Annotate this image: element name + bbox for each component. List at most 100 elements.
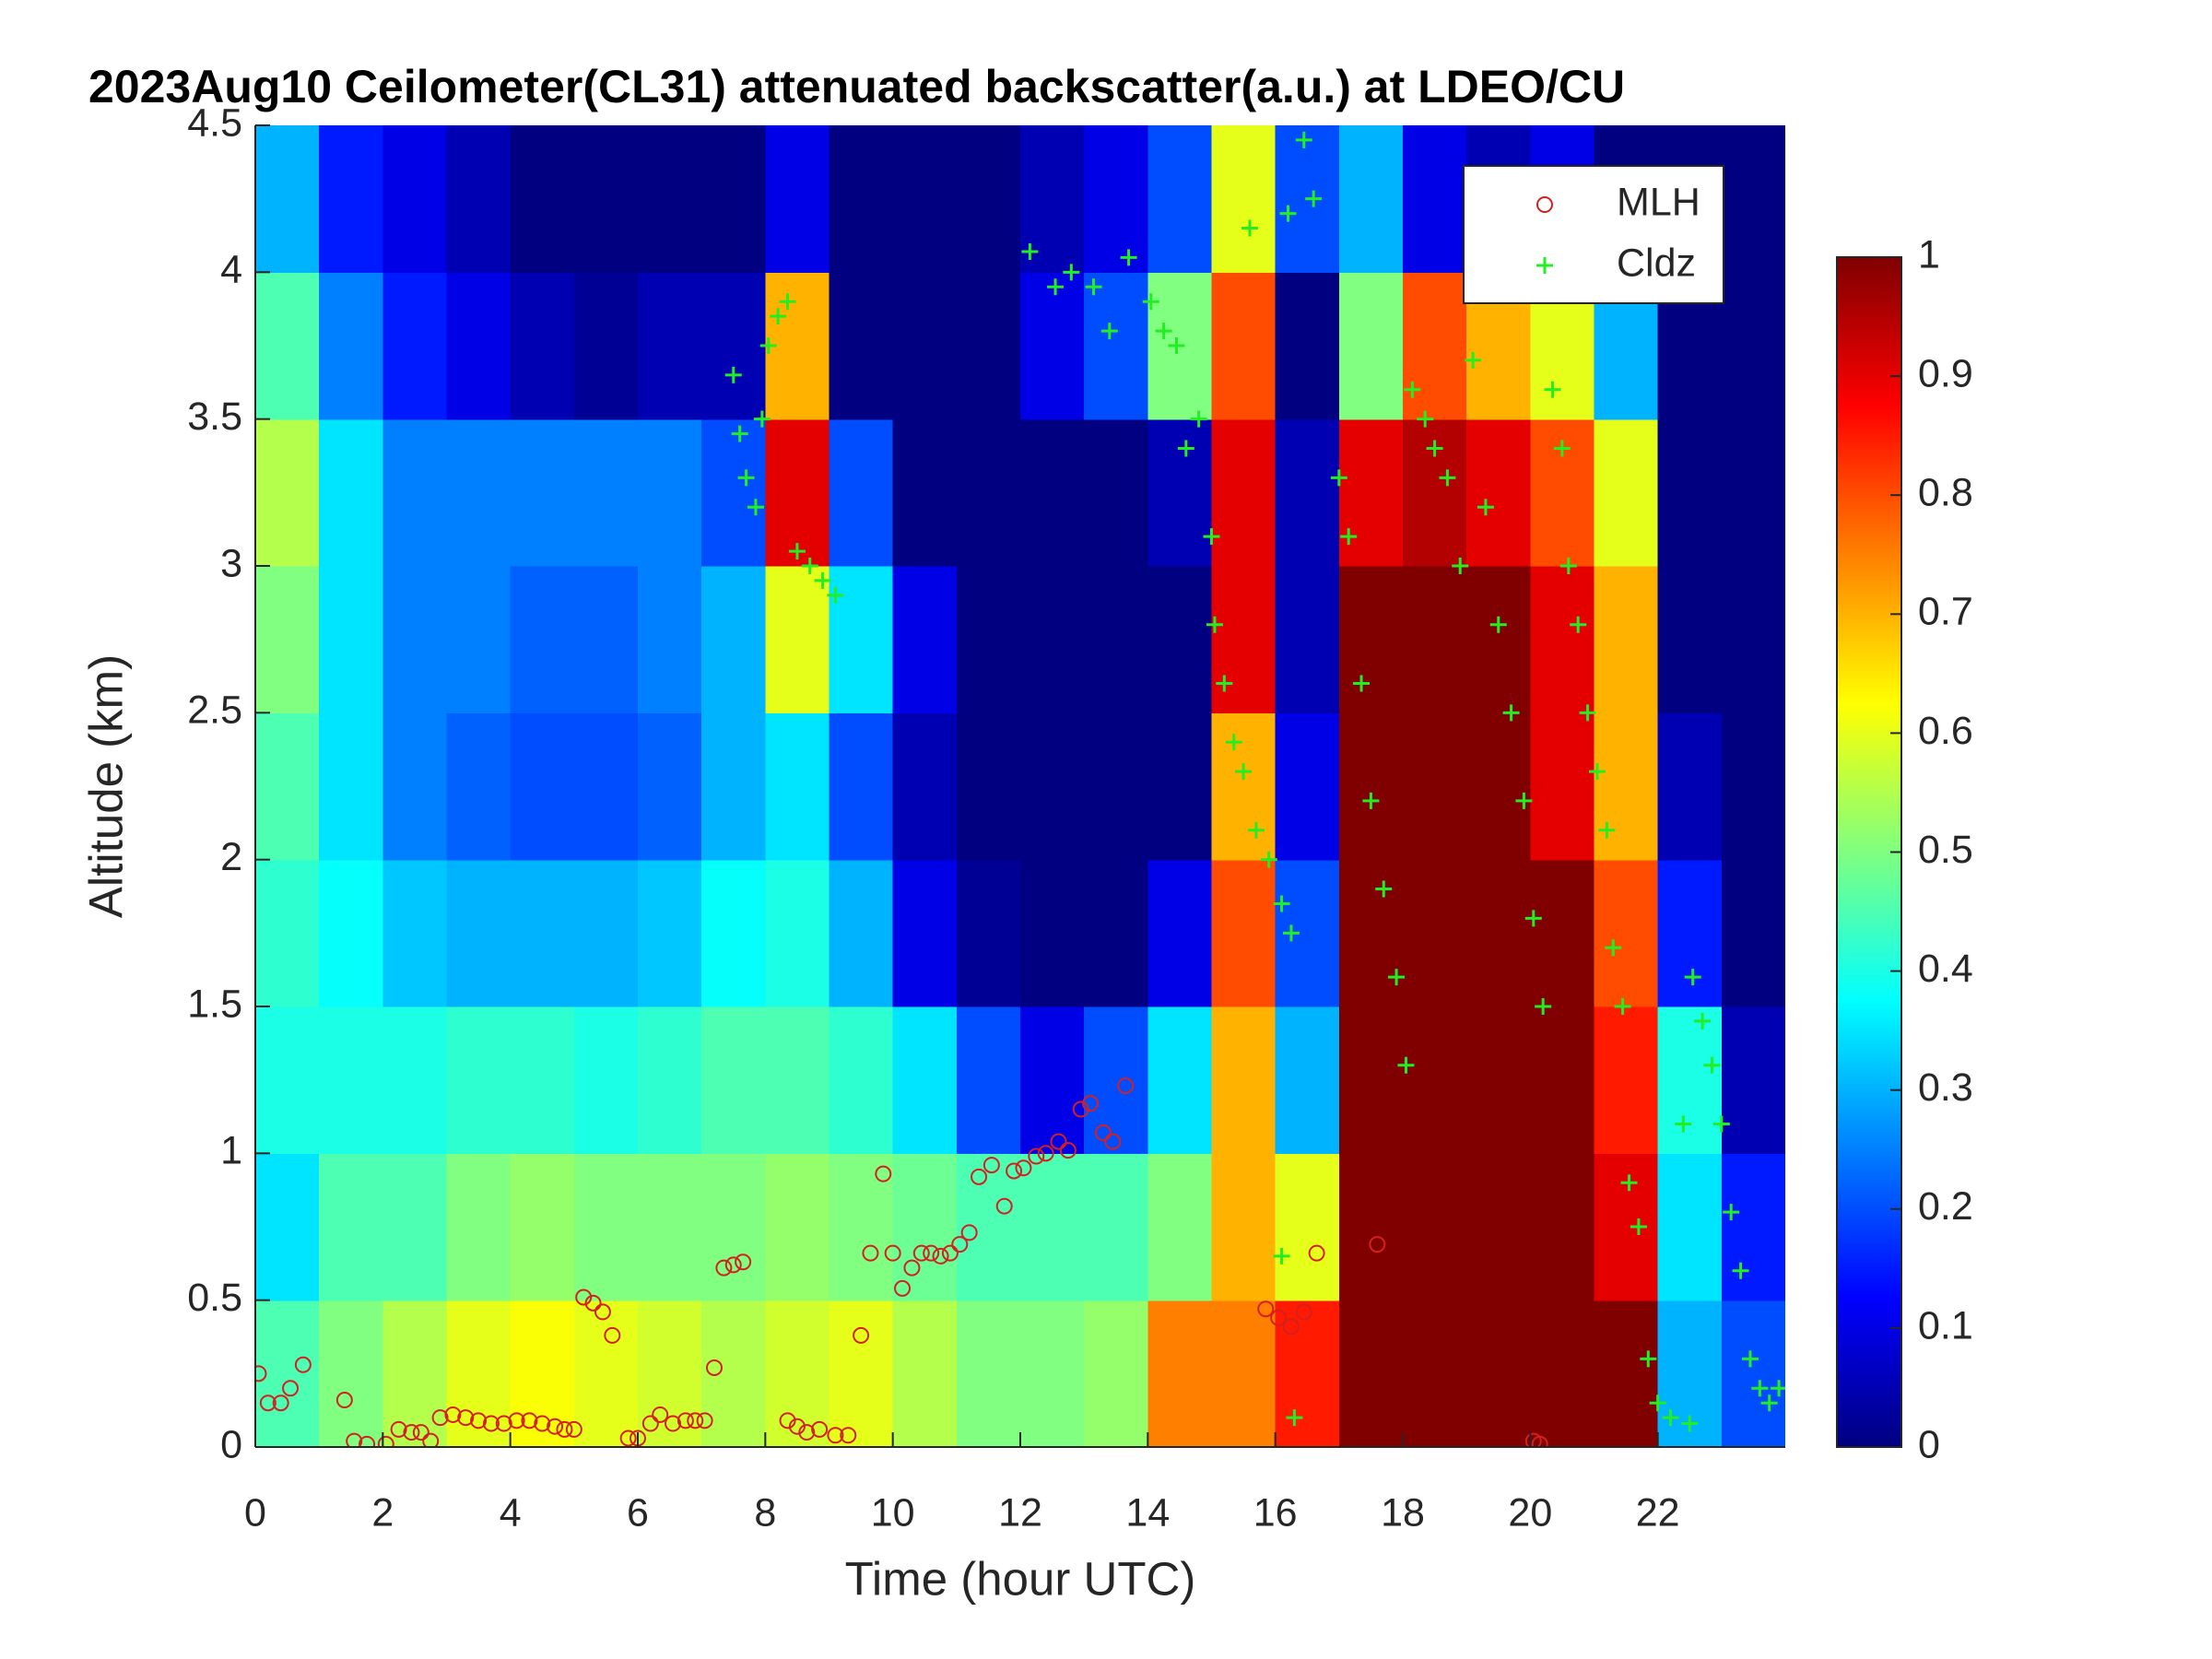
cldz-point	[1477, 499, 1494, 516]
mlh-point	[862, 1244, 879, 1262]
heatmap-cell	[829, 418, 894, 567]
x-tick-label: 0	[244, 1490, 266, 1535]
mlh-point	[335, 1392, 353, 1409]
heatmap-cell	[829, 272, 894, 420]
cldz-point	[1247, 821, 1265, 839]
mlh-point	[1257, 1300, 1275, 1318]
heatmap-cell	[1338, 125, 1404, 273]
heatmap-cell	[1084, 1006, 1148, 1154]
heatmap-cell	[1594, 1300, 1659, 1447]
mlh-point	[960, 1224, 978, 1241]
legend-label: MLH	[1617, 180, 1700, 224]
cldz-point	[1330, 469, 1347, 487]
heatmap-cell	[638, 712, 702, 861]
heatmap-cell	[1020, 859, 1085, 1007]
y-axis-label: Altitude (km)	[79, 654, 132, 918]
cldz-point	[827, 586, 844, 604]
heatmap-cell	[1147, 1300, 1213, 1447]
mlh-point	[951, 1236, 969, 1253]
heatmap-cell	[319, 1153, 383, 1301]
heatmap-cell	[701, 712, 766, 861]
heatmap-cell	[638, 859, 702, 1007]
cldz-point	[1588, 763, 1606, 781]
cldz-point	[788, 543, 806, 560]
mlh-point	[495, 1415, 512, 1432]
cldz-point	[1203, 528, 1220, 546]
heatmap-cell	[1403, 1006, 1467, 1154]
y-tick-label: 3.5	[187, 394, 242, 439]
colorbar-tick-label: 0.6	[1918, 709, 1973, 753]
heatmap-cell	[765, 566, 830, 713]
cldz-point	[1535, 998, 1552, 1015]
heatmap-cell	[1594, 418, 1659, 567]
heatmap-cell	[1530, 859, 1595, 1007]
mlh-point	[1524, 1432, 1542, 1447]
mlh-point	[508, 1412, 525, 1430]
heatmap-cell	[1020, 272, 1085, 420]
heatmap-cell	[956, 272, 1021, 420]
cldz-point	[1681, 1415, 1699, 1432]
heatmap-cell	[1211, 1153, 1277, 1301]
heatmap-cell	[573, 1153, 639, 1301]
heatmap-cell	[892, 418, 958, 567]
cldz-point	[1771, 1380, 1785, 1397]
colorbar-tick-label: 0	[1918, 1422, 1940, 1466]
heatmap-cell	[1338, 566, 1404, 713]
cldz-point	[1021, 243, 1039, 261]
heatmap-cell	[892, 1006, 958, 1154]
mlh-point	[584, 1294, 602, 1312]
mlh-point	[294, 1356, 312, 1373]
legend-marker	[1536, 257, 1553, 274]
cldz-point	[1741, 1350, 1759, 1368]
y-tick-label: 0.5	[187, 1276, 242, 1320]
heatmap-cell	[956, 859, 1021, 1007]
legend-marker	[1536, 196, 1553, 213]
mlh-point	[470, 1412, 488, 1430]
cldz-point	[1426, 440, 1443, 457]
cldz-point	[1235, 763, 1253, 781]
mlh-point	[377, 1435, 394, 1447]
heatmap-cell	[765, 418, 830, 567]
heatmap-cell	[1530, 712, 1595, 861]
cldz-point	[1286, 1409, 1303, 1427]
cldz-point	[1273, 895, 1290, 912]
heatmap-cell	[1275, 1006, 1340, 1154]
heatmap-cell	[701, 1153, 766, 1301]
cldz-point	[1190, 410, 1207, 428]
cldz-point	[1452, 558, 1469, 574]
series-layer	[255, 131, 1785, 1447]
heatmap-cell	[1020, 712, 1085, 861]
heatmap-cell	[1275, 272, 1340, 420]
mlh-point	[932, 1247, 949, 1265]
heatmap-cell	[956, 1153, 1021, 1301]
cldz-point	[1439, 469, 1456, 487]
mlh-point	[696, 1412, 713, 1430]
cldz-point	[731, 425, 748, 442]
cldz-point	[814, 571, 831, 589]
mlh-point	[1117, 1077, 1135, 1095]
cldz-point	[1620, 1174, 1638, 1192]
mlh-point	[971, 1168, 988, 1185]
mlh-point	[1282, 1318, 1300, 1335]
mlh-point	[359, 1435, 376, 1447]
cldz-point	[1502, 704, 1520, 722]
heatmap-cell	[510, 712, 575, 861]
cldz-point	[1305, 190, 1323, 207]
cldz-point	[1168, 337, 1185, 354]
heatmap-cell	[1211, 1300, 1277, 1447]
cldz-point	[1570, 616, 1587, 633]
heatmap-cell	[829, 712, 894, 861]
cldz-point	[1579, 704, 1596, 722]
mlh-point	[1006, 1162, 1023, 1180]
mlh-point	[619, 1430, 637, 1447]
x-tick-label: 4	[500, 1490, 522, 1535]
cldz-point	[1559, 558, 1577, 574]
heatmap-cell	[319, 859, 383, 1007]
y-tick-label: 1	[220, 1129, 242, 1173]
cldz-point	[747, 499, 764, 516]
mlh-point	[840, 1427, 857, 1444]
heatmap-cell	[1084, 712, 1148, 861]
cldz-point	[1340, 528, 1358, 546]
mlh-point	[259, 1394, 276, 1412]
heatmap-cell	[1403, 712, 1467, 861]
